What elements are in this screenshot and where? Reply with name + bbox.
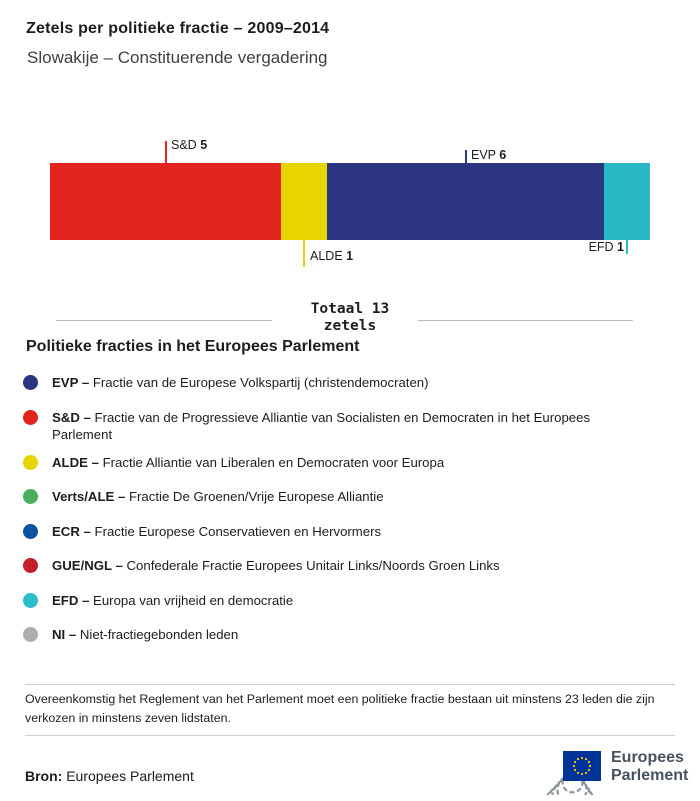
legend-desc-alde: Fractie Alliantie van Liberalen en Democ… (102, 454, 445, 470)
page-title: Zetels per politieke fractie – 2009–2014 (26, 20, 330, 37)
page-subtitle: Slowakije – Constituerende vergadering (27, 48, 328, 67)
legend-color-dot-evp (23, 375, 38, 390)
footnote-text: Overeenkomstig het Reglement van het Par… (25, 692, 655, 725)
legend-abbr-evp: EVP – (52, 375, 90, 390)
bar-segment-sd (50, 163, 281, 240)
legend-desc-efd: Europa van vrijheid en democratie (93, 592, 294, 608)
legend-item-evp: EVP – Fractie van de Europese Volksparti… (23, 374, 623, 392)
eu-flag-icon (563, 751, 601, 781)
legend-text-efd: EFD – Europa van vrijheid en democratie (52, 592, 293, 610)
legend-text-verts-ale: Verts/ALE – Fractie De Groenen/Vrije Eur… (52, 488, 384, 506)
legend-color-dot-ni (23, 627, 38, 642)
legend-desc-gue-ngl: Confederale Fractie Europees Unitair Lin… (126, 558, 500, 573)
legend-item-ecr: ECR – Fractie Europese Conservatieven en… (23, 523, 623, 541)
total-seats-line1: Totaal 13 (310, 301, 390, 317)
ep-hemicycle-icon (546, 751, 601, 795)
bar-label-efd-abbr: EFD (588, 240, 614, 254)
legend-abbr-ni: NI – (52, 627, 77, 642)
legend-item-gue-ngl: GUE/NGL – Confederale Fractie Europees U… (23, 557, 623, 575)
legend-abbr-verts-ale: Verts/ALE – (52, 489, 126, 504)
legend-color-dot-gue-ngl (23, 558, 38, 573)
bar-label-sd: S&D 5 (171, 138, 207, 152)
legend-item-ni: NI – Niet-fractiegebonden leden (23, 626, 623, 644)
legend-desc-ecr: Fractie Europese Conservatieven en Hervo… (94, 523, 382, 539)
bar-label-efd: EFD 1 (589, 240, 624, 254)
bar-label-alde-value: 1 (346, 249, 354, 263)
legend-desc-evp: Fractie van de Europese Volkspartij (chr… (92, 375, 429, 390)
legend-abbr-efd: EFD – (52, 592, 90, 608)
legend-text-alde: ALDE – Fractie Alliantie van Liberalen e… (52, 454, 444, 472)
bar-label-sd-value: 5 (200, 138, 208, 152)
legend-desc-ni: Niet-fractiegebonden leden (79, 627, 239, 642)
bar-label-evp-abbr: EVP (471, 148, 496, 162)
legend-abbr-gue-ngl: GUE/NGL – (52, 558, 123, 573)
footer-divider-top (25, 684, 675, 685)
bar-segment-efd (603, 163, 650, 240)
bar-label-alde: ALDE 1 (310, 249, 353, 263)
bar-label-evp-value: 6 (499, 148, 507, 162)
legend-desc-verts-ale: Fractie De Groenen/Vrije Europese Allian… (128, 489, 384, 504)
bar-label-evp: EVP 6 (471, 148, 506, 162)
legend-color-dot-ecr (23, 523, 38, 539)
source-line: Bron: Europees Parlement (25, 768, 194, 784)
legend-color-dot-sd (23, 409, 38, 425)
bar-segment-alde (280, 163, 327, 240)
total-rule-left (56, 320, 272, 321)
legend-text-gue-ngl: GUE/NGL – Confederale Fractie Europees U… (52, 557, 500, 575)
bar-label-sd-abbr: S&D (171, 138, 197, 152)
total-seats-label: Totaal 13 zetels (0, 301, 700, 335)
bar-segment-evp (326, 163, 604, 240)
legend-text-ecr: ECR – Fractie Europese Conservatieven en… (52, 523, 381, 541)
ep-logo-wordmark: Europees Parlement (611, 749, 688, 784)
legend-abbr-sd: S&D – (52, 409, 91, 425)
legend-item-alde: ALDE – Fractie Alliantie van Liberalen e… (23, 454, 623, 472)
legend-abbr-ecr: ECR – (52, 523, 91, 539)
total-rule-right (418, 320, 633, 321)
tick-line-alde (303, 240, 305, 267)
legend-text-sd: S&D – Fractie van de Progressieve Allian… (52, 409, 623, 444)
legend-color-dot-efd (23, 592, 38, 608)
tick-line-sd (165, 141, 167, 163)
source-value: Europees Parlement (66, 768, 194, 784)
legend-color-dot-alde (23, 454, 38, 470)
bar-label-alde-abbr: ALDE (310, 249, 343, 263)
legend-text-ni: NI – Niet-fractiegebonden leden (52, 626, 238, 644)
legend-color-dot-verts-ale (23, 489, 38, 504)
legend-heading: Politieke fracties in het Europees Parle… (26, 338, 360, 355)
total-seats-line2: zetels (323, 318, 377, 334)
footer-divider-bottom (25, 735, 675, 736)
tick-line-efd (626, 240, 628, 254)
legend-list: EVP – Fractie van de Europese Volksparti… (23, 374, 623, 661)
legend-abbr-alde: ALDE – (52, 454, 99, 470)
ep-logo-line1: Europees (611, 749, 684, 766)
legend-item-efd: EFD – Europa van vrijheid en democratie (23, 592, 623, 610)
eu-flag-stars (572, 756, 592, 776)
legend-item-verts-ale: Verts/ALE – Fractie De Groenen/Vrije Eur… (23, 488, 623, 506)
ep-logo-line2: Parlement (611, 766, 689, 784)
legend-desc-sd: Fractie van de Progressieve Alliantie va… (52, 409, 591, 443)
seat-bar-chart (50, 163, 650, 240)
legend-item-sd: S&D – Fractie van de Progressieve Allian… (23, 409, 623, 444)
source-label: Bron: (25, 768, 63, 784)
legend-text-evp: EVP – Fractie van de Europese Volksparti… (52, 374, 429, 392)
tick-line-evp (465, 150, 467, 163)
bar-label-efd-value: 1 (617, 240, 624, 254)
